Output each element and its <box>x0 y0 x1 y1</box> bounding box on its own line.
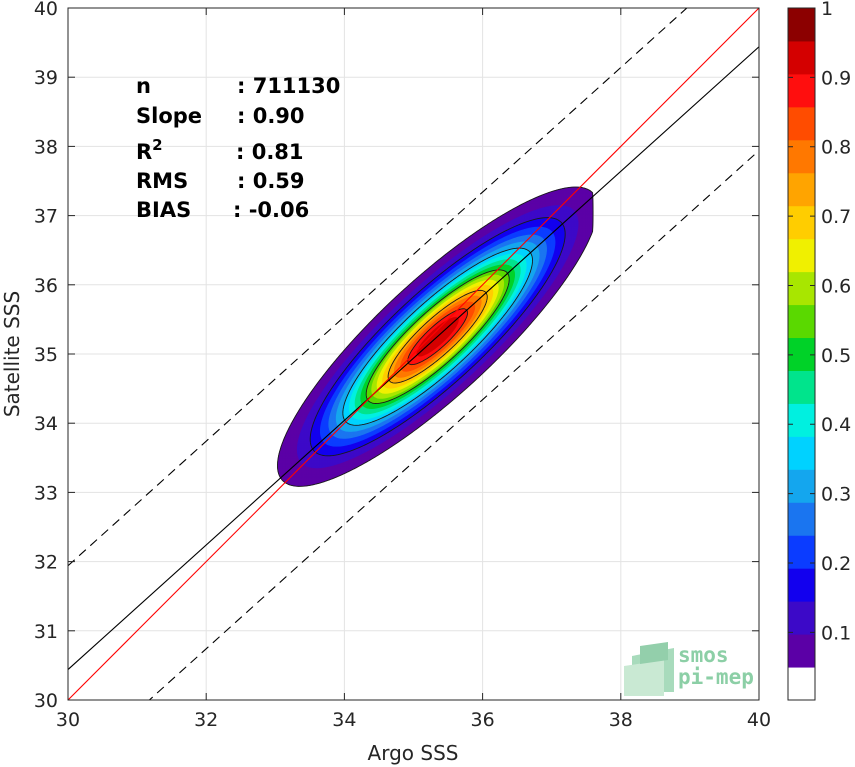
axis-ticks: 30 32 34 36 38 40 30 31 32 33 34 35 36 37 38 39 40 <box>34 0 771 731</box>
colorbar-segment <box>788 403 815 437</box>
lower-bound-line <box>148 150 759 700</box>
colorbar-segment <box>788 568 815 602</box>
colorbar-tick-label: 0.7 <box>821 206 851 228</box>
colorbar-tick-label: 1 <box>821 0 833 20</box>
y-tick-label: 40 <box>34 0 58 20</box>
colorbar-segment <box>788 634 815 668</box>
colorbar-tick-label: 0.4 <box>821 414 851 436</box>
colorbar-segment <box>788 601 815 635</box>
colorbar-segment <box>788 502 815 536</box>
colorbar-segment <box>788 205 815 240</box>
colorbar-segment <box>788 172 815 207</box>
stats-value: : -0.06 <box>233 198 309 222</box>
x-tick-label: 38 <box>609 709 633 731</box>
colorbar-frame <box>787 7 816 701</box>
x-axis-label: Argo SSS <box>368 741 459 765</box>
y-tick-label: 38 <box>34 136 58 158</box>
colorbar-segment <box>788 469 815 503</box>
colorbar-tick-label: 0.9 <box>821 67 851 89</box>
colorbar-segment <box>788 370 815 404</box>
stats-value: : 711130 <box>237 74 340 98</box>
y-tick-label: 30 <box>34 690 58 712</box>
colorbar-segment <box>788 337 815 371</box>
stats-label: Slope <box>136 104 202 128</box>
stats-value: : 0.81 <box>236 140 304 164</box>
colorbar-tick-label: 0.6 <box>821 275 851 297</box>
contour-line <box>309 217 566 457</box>
stats-label: BIAS <box>136 198 191 222</box>
contour-line <box>277 186 594 487</box>
colorbar-segment <box>788 40 815 75</box>
colorbar-tick-label: 0.3 <box>821 484 851 506</box>
colorbar-segment <box>788 304 815 339</box>
identity-line <box>68 8 759 700</box>
x-tick-label: 34 <box>332 709 356 731</box>
contour-outlines <box>277 186 594 487</box>
colorbar-segment <box>788 139 815 174</box>
y-tick-label: 33 <box>34 482 58 504</box>
colorbar-tick-label: 0.8 <box>821 137 851 159</box>
upper-bound-line <box>68 8 688 567</box>
regression-line <box>68 46 759 670</box>
y-tick-label: 36 <box>34 275 58 297</box>
y-axis-label: Satellite SSS <box>0 291 24 417</box>
x-tick-label: 40 <box>747 709 771 731</box>
smos-pi-mep-logo: smos pi-mep <box>624 642 754 696</box>
x-tick-label: 30 <box>56 709 80 731</box>
contour-line <box>365 269 510 404</box>
x-tick-label: 36 <box>471 709 495 731</box>
colorbar-segment <box>788 271 815 306</box>
colorbar-segment <box>788 436 815 470</box>
stats-label: RMS <box>136 169 188 193</box>
stats-label: n <box>136 74 151 98</box>
y-tick-label: 31 <box>34 621 58 643</box>
colorbar: 0.1 0.2 0.3 0.4 0.5 0.6 0.7 0.8 0.9 1 <box>787 0 851 701</box>
colorbar-segment <box>788 535 815 569</box>
colorbar-tick-label: 0.1 <box>821 622 851 644</box>
y-tick-label: 37 <box>34 206 58 228</box>
stats-value: : 0.90 <box>237 104 305 128</box>
y-tick-label: 34 <box>34 413 58 435</box>
logo-text-line1: smos <box>678 643 729 667</box>
logo-text-line2: pi-mep <box>678 665 754 689</box>
colorbar-segment <box>788 73 815 108</box>
contour-line <box>407 308 468 366</box>
logo-mark-icon <box>624 642 674 696</box>
colorbar-segment <box>788 8 815 42</box>
y-tick-label: 39 <box>34 67 58 89</box>
reference-lines <box>68 8 759 700</box>
x-tick-label: 32 <box>194 709 218 731</box>
stats-value: : 0.59 <box>237 169 305 193</box>
y-tick-label: 32 <box>34 552 58 574</box>
contour-line <box>342 247 533 426</box>
y-tick-label: 35 <box>34 344 58 366</box>
colorbar-tick-label: 0.5 <box>821 345 851 367</box>
contour-line <box>387 289 488 384</box>
colorbar-segment <box>788 238 815 273</box>
colorbar-tick-label: 0.2 <box>821 553 851 575</box>
colorbar-segment <box>788 667 815 701</box>
colorbar-segment <box>788 106 815 141</box>
